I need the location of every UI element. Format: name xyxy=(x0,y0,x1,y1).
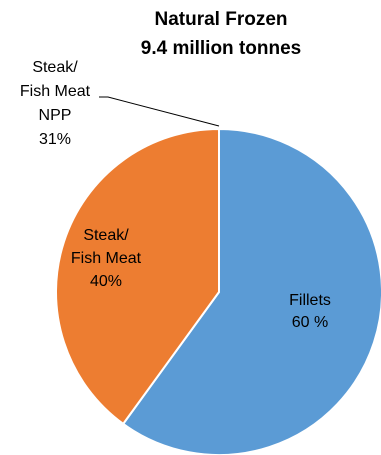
chart-title: Natural Frozen xyxy=(154,9,287,30)
pie-slice-0 xyxy=(121,127,381,455)
slice-value-label: 60 % xyxy=(292,314,328,331)
slice-labels: Fillets 60 % Steak/Fish Meat 40% Steak/Fish … xyxy=(20,59,331,331)
slice-value-label: 40% xyxy=(90,273,122,290)
slice-value-label: 31% xyxy=(39,131,71,148)
chart-subtitle: 9.4 million tonnes xyxy=(141,38,301,59)
slice-category-label: Fillets xyxy=(289,292,331,309)
pie-slices xyxy=(55,127,381,455)
slice-category-label: Steak/ xyxy=(83,227,129,244)
slice-category-label: Fish Meat xyxy=(71,250,142,267)
leader-line xyxy=(99,96,220,127)
slice-category-label: NPP xyxy=(39,107,72,124)
slice-category-label: Fish Meat xyxy=(20,83,91,100)
leader-lines xyxy=(99,96,220,127)
pie-slice-1 xyxy=(55,127,220,426)
slice-category-label: Steak/ xyxy=(32,59,78,76)
